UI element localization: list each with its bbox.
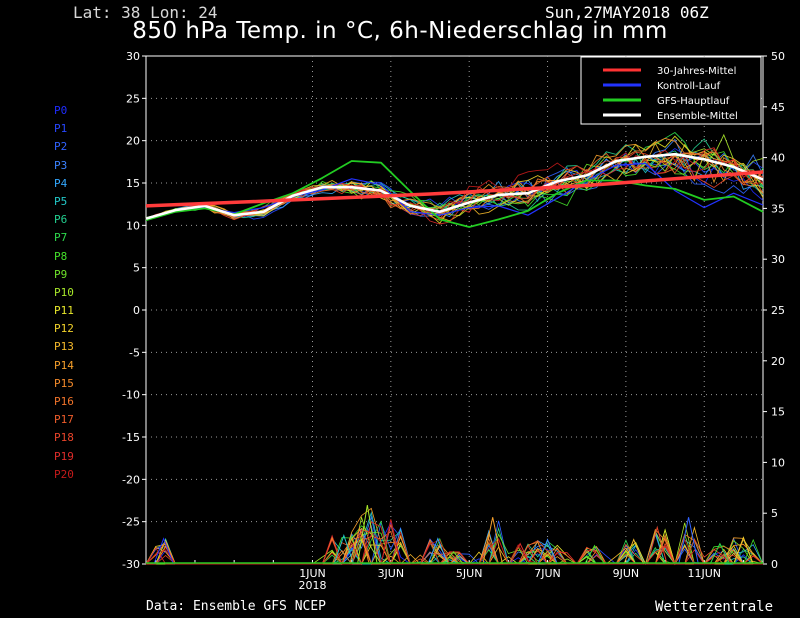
precip-peak	[584, 544, 605, 565]
member-label-p10: P10	[54, 285, 74, 299]
member-label-p9: P9	[54, 267, 68, 281]
precip-peak	[357, 504, 378, 565]
x-tick-label: 5JUN	[456, 567, 483, 580]
y-right-tick-label: 5	[771, 507, 778, 520]
member-label-p0: P0	[54, 104, 68, 117]
y-left-tick-label: -10	[122, 389, 140, 402]
y-right-tick-label: 45	[771, 101, 785, 114]
precip-peak	[709, 542, 731, 565]
precip-peak	[349, 526, 370, 565]
y-left-tick-label: -5	[129, 346, 140, 359]
y-left-tick-label: -30	[122, 558, 140, 571]
precip-peak	[427, 537, 449, 565]
member-label-p2: P2	[54, 140, 68, 154]
series-line-gfs-hauptlauf	[145, 160, 764, 228]
legend-label: Ensemble-Mittel	[657, 111, 738, 122]
y-right-tick-label: 10	[771, 456, 785, 469]
legend-label: Kontroll-Lauf	[657, 81, 721, 92]
x-tick-label: 1JUN	[299, 567, 326, 580]
brand-label: Wetterzentrale	[655, 599, 774, 615]
y-left-tick-label: -15	[122, 431, 140, 444]
y-left-tick-label: 25	[126, 92, 140, 105]
y-left-tick-label: 0	[133, 304, 140, 317]
member-label-p4: P4	[54, 176, 68, 190]
y-right-tick-label: 20	[771, 355, 785, 368]
y-left-tick-label: 5	[133, 262, 140, 275]
member-label-p12: P12	[54, 322, 74, 336]
member-label-p20: P20	[54, 467, 74, 481]
member-label-p15: P15	[54, 376, 74, 390]
member-label-p7: P7	[54, 231, 68, 245]
y-left-tick-label: 10	[126, 219, 140, 232]
member-label-p8: P8	[54, 249, 68, 263]
y-left-tick-label: 15	[126, 177, 140, 190]
precip-peak	[646, 525, 668, 565]
x-tick-label: 11JUN	[687, 567, 721, 580]
y-right-tick-label: 50	[771, 50, 785, 63]
member-label-p1: P1	[54, 122, 68, 136]
series-line-ensemble-mittel	[145, 152, 764, 220]
precip-peak	[153, 537, 174, 565]
y-right-tick-label: 30	[771, 253, 785, 266]
precip-peak	[678, 517, 699, 565]
y-left-tick-label: 20	[126, 135, 140, 148]
member-label-p14: P14	[54, 358, 74, 372]
member-label-p13: P13	[54, 340, 74, 354]
member-label-p11: P11	[54, 304, 74, 318]
y-left-tick-label: -20	[122, 473, 140, 486]
y-right-tick-label: 35	[771, 202, 785, 215]
member-label-p18: P18	[54, 431, 74, 445]
precip-peak	[482, 517, 503, 565]
x-tick-label: 9JUN	[613, 567, 640, 580]
data-source-label: Data: Ensemble GFS NCEP	[146, 599, 327, 614]
chart-title: 850 hPa Temp. in °C, 6h-Niederschlag in …	[132, 18, 668, 44]
member-label-p6: P6	[54, 213, 68, 227]
series-line-kontroll-lauf	[145, 162, 764, 220]
x-tick-label: 3JUN	[378, 567, 405, 580]
legend-label: 30-Jahres-Mittel	[657, 66, 736, 77]
member-label-p19: P19	[54, 449, 74, 463]
precip-line-p20	[145, 529, 763, 566]
member-label-p17: P17	[54, 413, 74, 427]
y-left-tick-label: 30	[126, 50, 140, 63]
run-date-label: Sun,27MAY2018 06Z	[545, 3, 709, 22]
ensemble-member-line-p18	[145, 151, 764, 221]
legend-label: GFS-Hauptlauf	[657, 96, 730, 107]
y-right-tick-label: 0	[771, 558, 778, 571]
member-label-p3: P3	[54, 158, 68, 172]
x-tick-year-label: 2018	[298, 579, 326, 592]
lat-lon-label: Lat: 38 Lon: 24	[73, 3, 218, 22]
y-left-tick-label: -25	[122, 516, 140, 529]
y-right-tick-label: 40	[771, 152, 785, 165]
precip-peak	[443, 551, 464, 565]
legend-box	[580, 56, 762, 125]
y-right-tick-label: 15	[771, 406, 785, 419]
ensemble-member-list: P0 P1 P2 P3 P4 P5 P6 P7 P8 P9 P10 P11 P12 P13 P14 P15 P1…	[54, 102, 94, 484]
precip-peak	[380, 519, 402, 565]
member-label-p5: P5	[54, 194, 68, 208]
precip-peak	[333, 534, 355, 565]
y-right-tick-label: 25	[771, 304, 785, 317]
member-label-p16: P16	[54, 395, 74, 408]
precip-peak	[623, 538, 644, 565]
x-tick-label: 7JUN	[534, 567, 561, 580]
series-line-30-jahres-mittel	[145, 170, 764, 208]
precip-peak	[733, 536, 754, 565]
ensemble-member-line-p19	[145, 147, 764, 225]
precip-peak	[537, 538, 558, 565]
plot-frame	[145, 55, 764, 565]
precip-peak	[509, 542, 531, 565]
